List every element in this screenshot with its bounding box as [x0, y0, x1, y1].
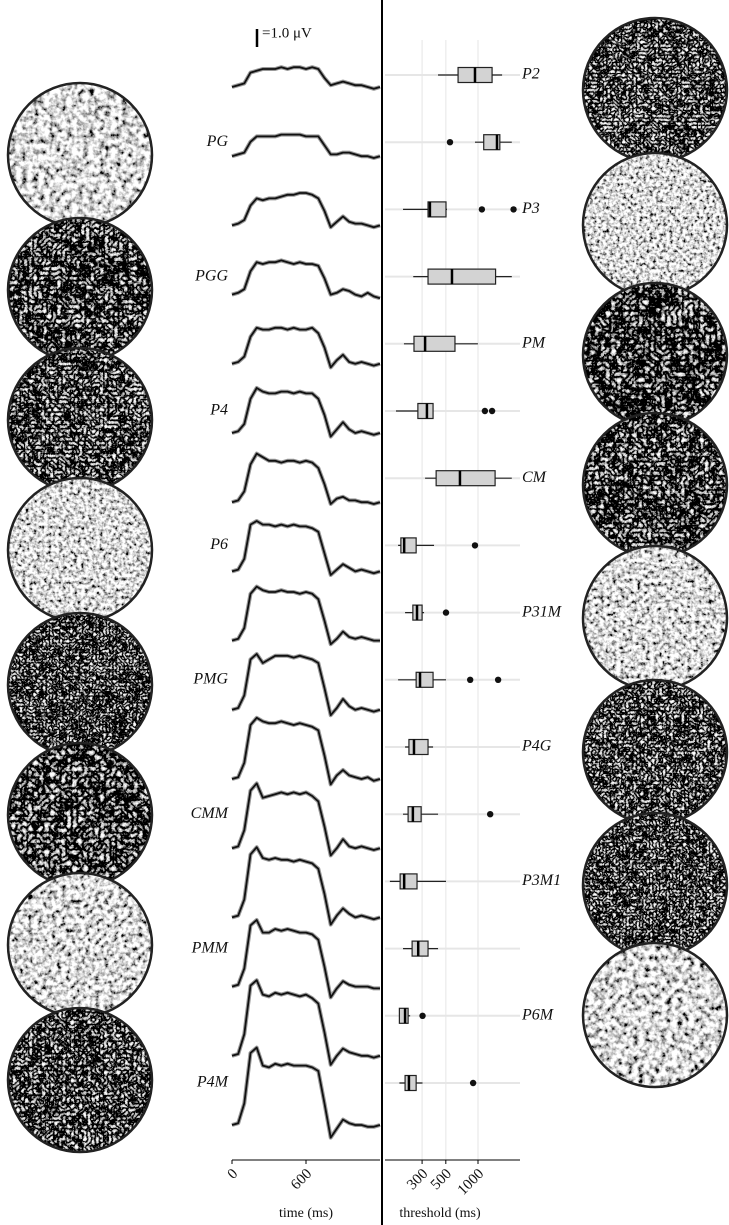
x-tick-label: 0: [225, 1166, 242, 1183]
box: [409, 740, 428, 755]
x-axis-title: time (ms): [279, 1206, 333, 1221]
row-label: P3M1: [521, 872, 561, 889]
box: [408, 807, 421, 822]
error-band: [232, 783, 380, 855]
pattern-image: [583, 680, 727, 824]
row-label: PG: [206, 133, 229, 150]
outlier: [470, 1080, 476, 1086]
waveform: [232, 654, 380, 715]
row-label: PM: [521, 334, 547, 351]
x-tick-label: 500: [428, 1166, 455, 1193]
error-band: [232, 521, 380, 575]
plots: 0 600 time (ms) =1.0 μV P2 PG P3 PGG PM P4 CM P6 P31…: [191, 25, 563, 1221]
row-label: P4M: [196, 1074, 230, 1091]
outlier: [487, 811, 493, 817]
pattern-image: [8, 348, 152, 492]
pattern-image: [583, 18, 727, 162]
pattern-image: [583, 413, 727, 557]
box: [418, 404, 433, 419]
box: [436, 471, 495, 486]
row-label: PGG: [194, 267, 228, 284]
pattern-image: [583, 546, 727, 690]
row-label: P31M: [521, 603, 563, 620]
figure: 0 600 time (ms) =1.0 μV P2 PG P3 PGG PM P4 CM P6 P31…: [0, 0, 729, 1225]
waveform: [232, 260, 380, 298]
x-tick-label: 600: [288, 1166, 315, 1193]
box: [414, 336, 455, 351]
outlier: [447, 139, 453, 145]
x-tick-label: 1000: [455, 1166, 488, 1199]
outlier: [495, 677, 501, 683]
x-axis-title: threshold (ms): [399, 1206, 481, 1221]
error-band: [232, 718, 380, 785]
x-tick-label: 300: [404, 1166, 431, 1193]
pattern-image: [583, 153, 727, 297]
row-label: CM: [522, 469, 548, 486]
outlier: [443, 609, 449, 615]
scale-bar-label: =1.0 μV: [262, 25, 312, 41]
row-label: P6: [209, 536, 228, 553]
waveform: [232, 847, 380, 924]
pattern-image: [583, 813, 727, 957]
box: [399, 1008, 408, 1023]
outlier: [489, 408, 495, 414]
pattern-image: [583, 943, 727, 1087]
outlier: [472, 542, 478, 548]
pattern-image: [8, 218, 152, 362]
row-label: P2: [521, 66, 540, 83]
error-band: [232, 193, 380, 227]
box: [428, 269, 496, 284]
waveform: [232, 521, 380, 575]
error-band: [232, 847, 380, 924]
pattern-image: [583, 283, 727, 427]
error-band: [232, 328, 380, 368]
row-label: PMG: [192, 670, 228, 687]
outlier: [419, 1013, 425, 1019]
box: [405, 1076, 416, 1091]
row-label: P3: [521, 200, 540, 217]
waveform: [232, 1048, 380, 1138]
waveform: [232, 587, 380, 645]
row-label: PMM: [191, 939, 230, 956]
row-label: P4: [209, 402, 228, 419]
pattern-image: [8, 83, 152, 227]
outlier: [482, 408, 488, 414]
pattern-image: [8, 613, 152, 757]
pattern-images: [8, 18, 727, 1152]
pattern-image: [8, 743, 152, 887]
waveform: [232, 718, 380, 785]
pattern-image: [8, 1008, 152, 1152]
error-band: [232, 587, 380, 645]
error-band: [232, 654, 380, 715]
outlier: [510, 206, 516, 212]
row-label: P6M: [521, 1006, 555, 1023]
outlier: [479, 206, 485, 212]
outlier: [467, 677, 473, 683]
pattern-image: [8, 873, 152, 1017]
box: [412, 941, 428, 956]
box: [400, 874, 417, 889]
row-label: CMM: [191, 805, 230, 822]
box: [416, 672, 433, 687]
row-label: P4G: [521, 738, 552, 755]
pattern-image: [8, 478, 152, 622]
error-band: [232, 388, 380, 437]
